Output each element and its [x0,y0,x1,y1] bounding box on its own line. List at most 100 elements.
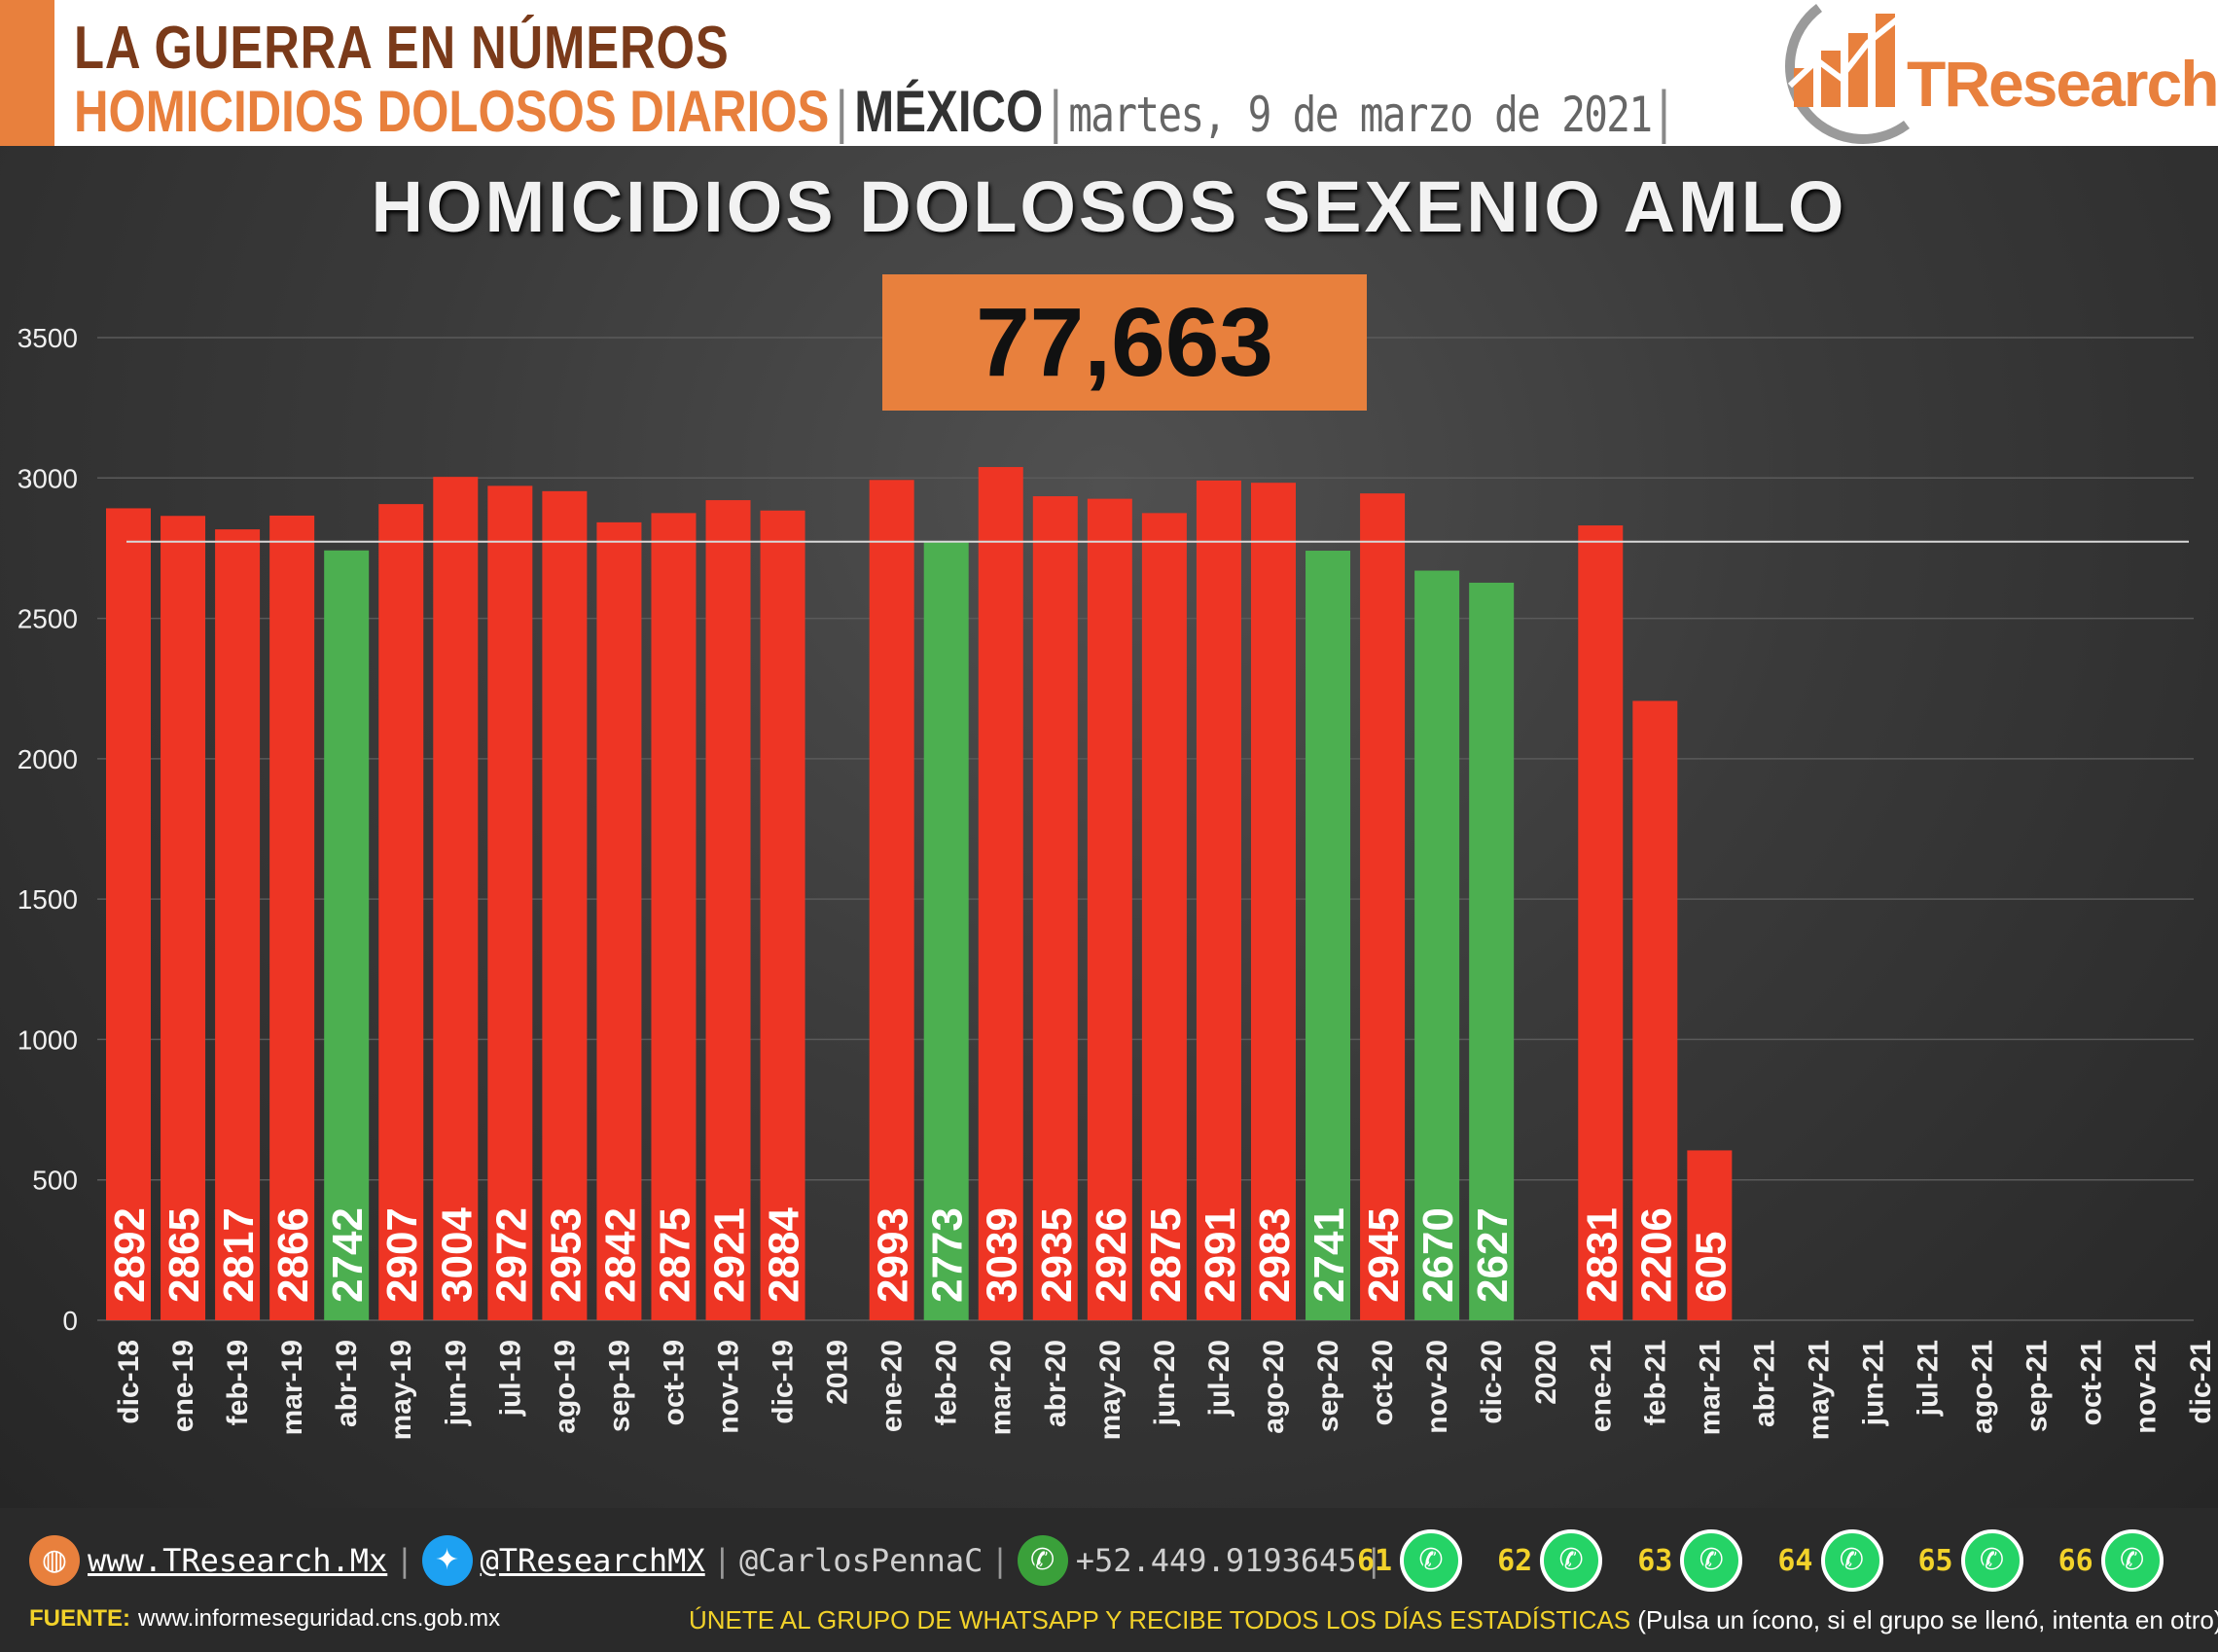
bar-value-label: 2892 [106,1207,154,1303]
bar-value-label: 2945 [1360,1207,1408,1303]
bar [378,504,424,1320]
bar-value-label: 2935 [1033,1207,1081,1303]
x-tick-label: dic-18 [113,1340,145,1424]
bar [542,490,588,1320]
x-tick-label: jun-21 [1857,1340,1889,1426]
x-tick-label: may-20 [1094,1340,1127,1440]
bar-value-label: 3004 [433,1207,481,1303]
x-tick-label: feb-20 [931,1340,963,1425]
bar [651,513,697,1320]
bar-value-label: 2866 [269,1207,317,1303]
logo-text: TResearch [1907,47,2218,121]
x-tick-label: nov-20 [1421,1340,1453,1434]
whatsapp-icon[interactable]: ✆ [2100,1529,2164,1592]
whatsapp-group-number: 62 [1497,1543,1533,1578]
whatsapp-group-62[interactable]: 62 ✆ [1497,1529,1603,1592]
phone-icon[interactable]: ✆ [1017,1535,1068,1586]
x-tick-label: abr-19 [331,1340,363,1427]
twitter-icon[interactable]: ✦ [421,1535,473,1586]
x-tick-label: nov-21 [2130,1340,2163,1434]
whatsapp-icon[interactable]: ✆ [1960,1529,2023,1592]
x-tick-label: oct-21 [2076,1340,2108,1425]
y-tick-label: 3500 [18,323,78,353]
x-tick-label: mar-20 [985,1340,1018,1435]
whatsapp-group-66[interactable]: 66 ✆ [2058,1529,2164,1592]
author-handle: @CarlosPennaC [738,1542,984,1579]
y-tick-label: 1500 [18,884,78,915]
bar-value-label: 2972 [487,1207,535,1303]
chart-title: HOMICIDIOS DOLOSOS SEXENIO AMLO [371,166,1847,247]
footer-separator: | [395,1542,414,1579]
bar-value-label: 2983 [1251,1207,1299,1303]
x-tick-label: dic-20 [1476,1340,1508,1424]
whatsapp-group-63[interactable]: 63 ✆ [1637,1529,1743,1592]
bar [705,500,751,1320]
whatsapp-icon[interactable]: ✆ [1400,1529,1463,1592]
bar-value-label: 2742 [324,1207,372,1303]
globe-icon: ◍ [29,1535,80,1586]
whatsapp-group-number: 64 [1777,1543,1813,1578]
footer-contacts: ◍ www.TResearch.Mx | ✦ @TResearchMX | @CarlosP… [29,1535,1391,1594]
header-separator: | [1657,79,1670,144]
whatsapp-group-61[interactable]: 61 ✆ [1357,1529,1463,1592]
bar-value-label: 2206 [1632,1207,1680,1303]
footer: ◍ www.TResearch.Mx | ✦ @TResearchMX | @CarlosP… [0,1508,2218,1652]
bar [1306,551,1351,1320]
x-tick-label: 2020 [1530,1340,1562,1405]
bar-value-label: 2953 [542,1207,590,1303]
x-tick-label: nov-19 [713,1340,745,1434]
y-tick-label: 500 [32,1166,78,1196]
x-tick-label: mar-21 [1694,1340,1726,1435]
bar-chart: 0 500 1000 1500 2000 2500 3000 3500 2892 dic-18 28… [18,323,2217,1440]
bar [487,485,533,1320]
x-tick-label: mar-19 [276,1340,308,1435]
tresearch-logo-icon [1785,4,1910,144]
bar [1032,496,1078,1320]
bar [215,529,261,1320]
website-link[interactable]: www.TResearch.Mx [88,1542,388,1579]
bar [1469,582,1515,1320]
whatsapp-icon[interactable]: ✆ [1680,1529,1743,1592]
whatsapp-icon[interactable]: ✆ [1820,1529,1883,1592]
x-tick-label: sep-20 [1312,1340,1344,1432]
header-accent-stripe [0,0,54,146]
bar [1632,700,1678,1320]
x-tick-label: ago-21 [1967,1340,1999,1434]
x-tick-label: oct-19 [658,1340,690,1425]
whatsapp-group-number: 63 [1637,1543,1673,1578]
x-tick-label: ago-20 [1258,1340,1290,1434]
whatsapp-group-64[interactable]: 64 ✆ [1777,1529,1883,1592]
whatsapp-groups: 61 ✆ 62 ✆ 63 ✆ 64 ✆ 65 ✆ 66 ✆ [1357,1529,2199,1598]
x-tick-label: dic-21 [2185,1340,2217,1424]
x-tick-label: jul-21 [1913,1340,1945,1417]
total-value: 77,663 [976,288,1273,397]
y-tick-label: 3000 [18,463,78,493]
whatsapp-group-65[interactable]: 65 ✆ [1918,1529,2023,1592]
bar [923,541,969,1320]
footer-separator: | [712,1542,732,1579]
whatsapp-icon[interactable]: ✆ [1540,1529,1603,1592]
bar-value-label: 2921 [706,1207,754,1303]
twitter-link[interactable]: @TResearchMX [480,1542,705,1579]
x-tick-label: ene-20 [876,1340,909,1432]
bar [596,521,642,1320]
bar [1196,480,1241,1321]
x-tick-label: feb-19 [222,1340,254,1425]
x-tick-label: ene-21 [1585,1340,1617,1432]
bar-value-label: 2773 [924,1207,972,1303]
header-title: LA GUERRA EN NÚMEROS [74,15,730,82]
bar-value-label: 2670 [1414,1207,1462,1303]
join-whatsapp-line: ÚNETE AL GRUPO DE WHATSAPP Y RECIBE TODO… [689,1605,2218,1635]
bar-value-label: 2884 [761,1207,808,1303]
header-subtitle-line: HOMICIDIOS DOLOSOS DIARIOS | MÉXICO | martes… [74,78,1676,145]
header-subtitle: HOMICIDIOS DOLOSOS DIARIOS [74,79,830,144]
header-country: MÉXICO [854,79,1044,144]
source-url[interactable]: www.informeseguridad.cns.gob.mx [138,1605,501,1632]
x-tick-label: dic-19 [768,1340,800,1424]
bar-value-label: 2926 [1088,1207,1135,1303]
bar-value-label: 2991 [1197,1207,1244,1303]
source-label: FUENTE: [29,1605,130,1632]
phone-number[interactable]: +52.449.9193645 [1075,1542,1357,1579]
bar-value-label: 2627 [1469,1207,1517,1303]
bar-value-label: 2907 [378,1207,426,1303]
